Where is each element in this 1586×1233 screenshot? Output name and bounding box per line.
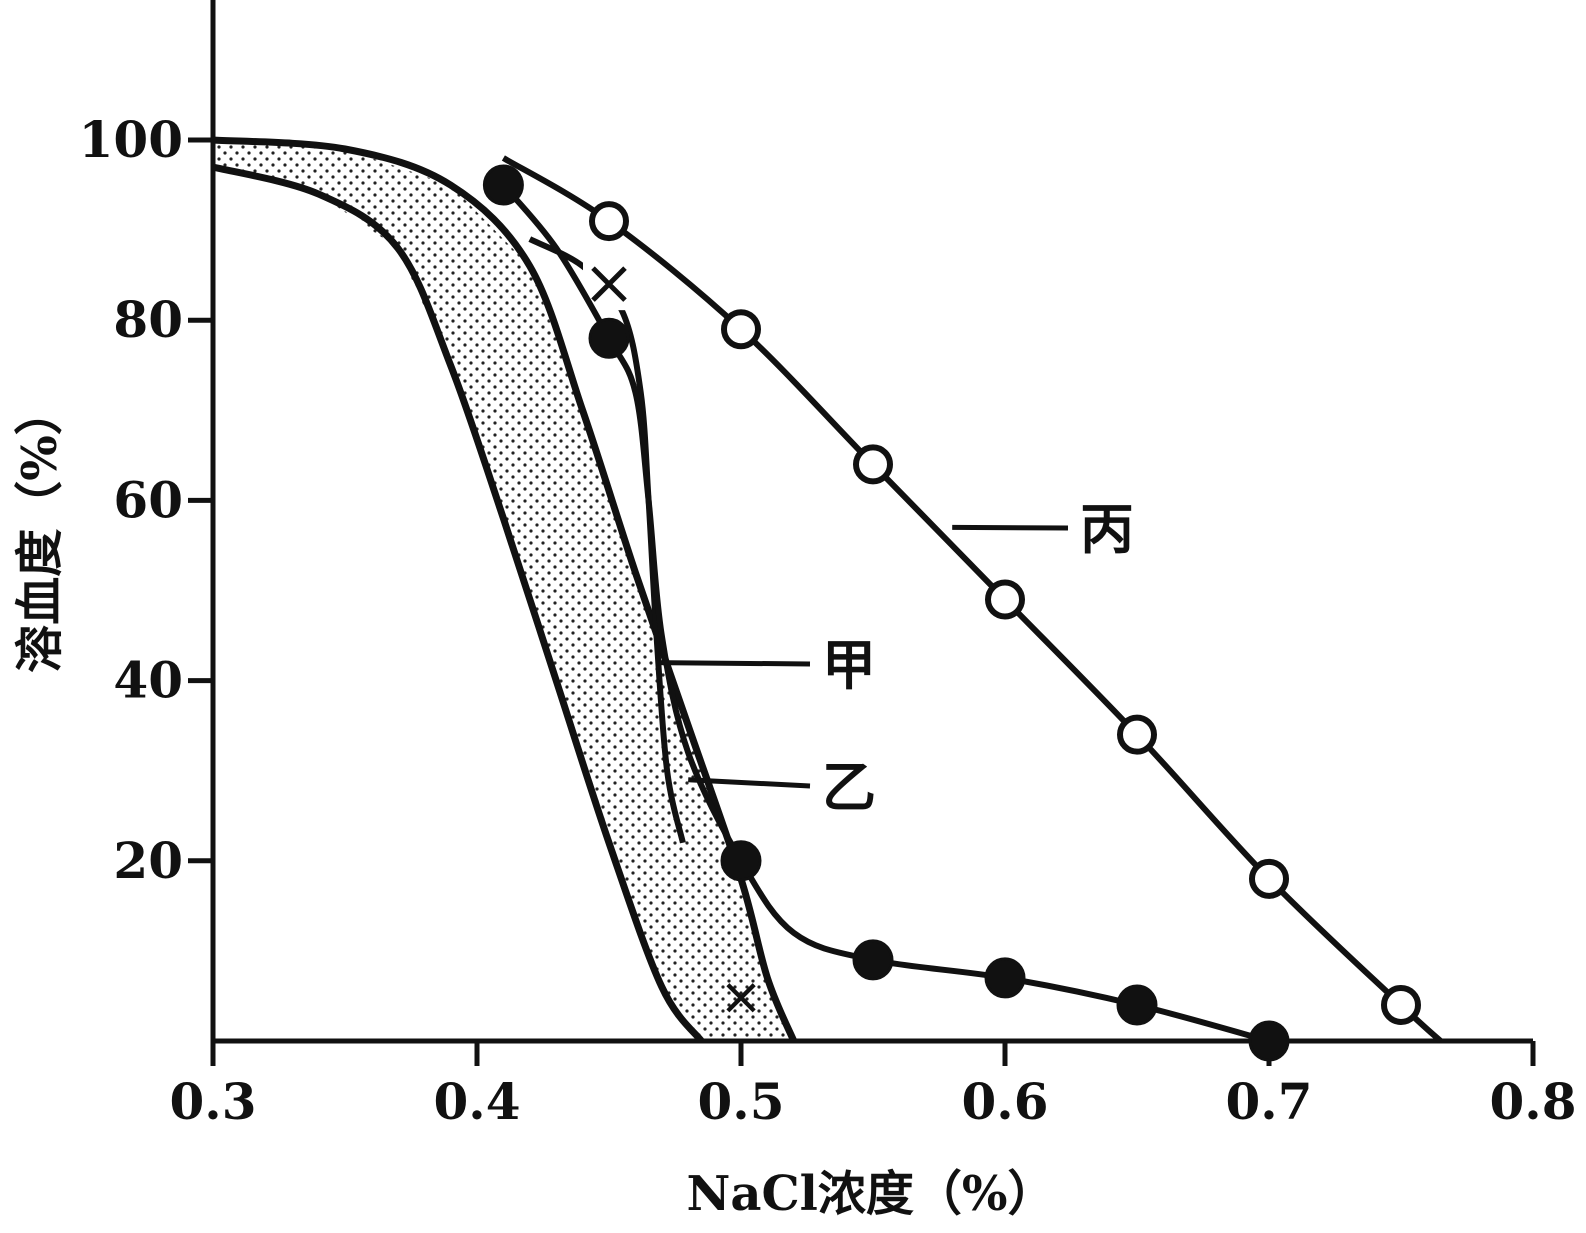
data-point xyxy=(852,939,894,981)
data-point xyxy=(720,840,762,882)
y-tick-label: 80 xyxy=(113,290,183,349)
y-tick-label: 20 xyxy=(113,831,183,890)
data-point xyxy=(1117,714,1157,755)
x-tick-label: 0.6 xyxy=(962,1072,1049,1131)
series-labels: 丙甲乙 xyxy=(656,497,1134,819)
series-2 xyxy=(482,164,1290,1062)
stippled-band: × xyxy=(212,136,798,1044)
data-point xyxy=(1248,1020,1290,1062)
x-tick-label: 0.8 xyxy=(1490,1072,1577,1131)
band-fill xyxy=(213,140,794,1041)
y-tick-label: 100 xyxy=(79,110,183,169)
data-point xyxy=(588,317,630,359)
data-point xyxy=(853,444,893,485)
data-point xyxy=(591,266,627,302)
data-point xyxy=(721,309,761,350)
series-group xyxy=(482,155,1443,1062)
data-point xyxy=(1381,984,1421,1025)
x-tick-label: 0.7 xyxy=(1226,1072,1313,1131)
series-label: 丙 xyxy=(1080,497,1134,561)
data-point xyxy=(1249,858,1289,899)
axes: 0.3 0.4 0.5 0.6 0.7 0.8 20 40 60 80 100 xyxy=(79,0,1577,1131)
series-3 xyxy=(501,155,1443,1044)
data-point xyxy=(984,957,1026,999)
leader-line xyxy=(952,524,1069,531)
x-axis-title: NaCl浓度（%） xyxy=(686,1166,1055,1222)
series-label: 乙 xyxy=(822,755,876,819)
y-axis-title: 溶血度（%） xyxy=(12,387,68,673)
data-point xyxy=(589,201,629,242)
leader-line xyxy=(688,777,811,789)
band-lower-edge xyxy=(212,163,705,1044)
x-tick-label: 0.4 xyxy=(434,1072,521,1131)
x-tick-label: 0.5 xyxy=(698,1072,785,1131)
y-tick-label: 40 xyxy=(113,651,183,710)
series-label: 甲 xyxy=(822,633,876,697)
data-point xyxy=(985,579,1025,620)
band-upper-edge xyxy=(212,136,798,1043)
x-tick-label: 0.3 xyxy=(170,1072,257,1131)
data-point xyxy=(1116,984,1158,1026)
band-cross-marker: × xyxy=(719,967,763,1027)
data-point xyxy=(482,164,524,206)
leader-line xyxy=(656,660,811,667)
y-tick-label: 60 xyxy=(113,470,183,529)
